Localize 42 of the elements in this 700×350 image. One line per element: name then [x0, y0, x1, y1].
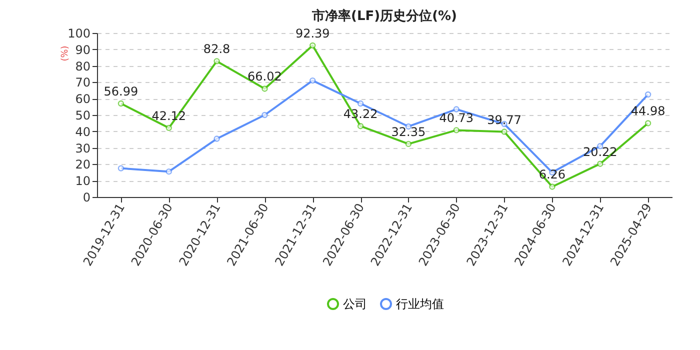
chart-title: 市净率(LF)历史分位(%): [311, 8, 457, 24]
point: [405, 140, 412, 148]
point: [597, 160, 604, 167]
y-tick-label: 100: [68, 26, 90, 40]
point: [166, 168, 172, 175]
data-label: 82.8: [203, 42, 230, 56]
point: [214, 58, 220, 64]
y-tick-label: 10: [75, 174, 90, 188]
y-tick-label: 60: [75, 92, 90, 106]
legend-label: 公司: [343, 297, 367, 311]
data-label: 44.98: [630, 104, 666, 118]
point: [262, 86, 268, 92]
point: [214, 136, 220, 142]
y-axis-title: (%): [60, 46, 70, 62]
data-label: 40.73: [439, 111, 474, 126]
point: [501, 128, 508, 135]
y-tick-label: 40: [75, 124, 90, 139]
data-label: 32.35: [391, 124, 426, 139]
point: [310, 77, 316, 84]
y-tick-label: 0: [82, 190, 90, 204]
point: [118, 165, 124, 172]
point: [166, 124, 172, 132]
point: [357, 123, 364, 130]
y-tick-label: 30: [75, 141, 90, 156]
point: [644, 91, 652, 98]
point: [644, 120, 652, 126]
point: [118, 100, 124, 107]
data-label: 56.99: [104, 84, 138, 99]
point: [310, 42, 316, 49]
y-tick-label: 80: [75, 59, 90, 74]
data-label: 92.39: [295, 26, 330, 40]
y-tick-label: 70: [75, 76, 90, 90]
y-tick-label: 90: [75, 42, 90, 57]
y-tick-label: 20: [75, 158, 90, 172]
y-tick-label: 50: [75, 108, 90, 122]
point: [549, 184, 556, 190]
data-label: 39.77: [487, 112, 522, 127]
point: [453, 106, 460, 112]
point: [357, 100, 364, 107]
point: [262, 112, 268, 118]
point: [453, 127, 460, 134]
legend-label: 行业均值: [396, 297, 444, 311]
